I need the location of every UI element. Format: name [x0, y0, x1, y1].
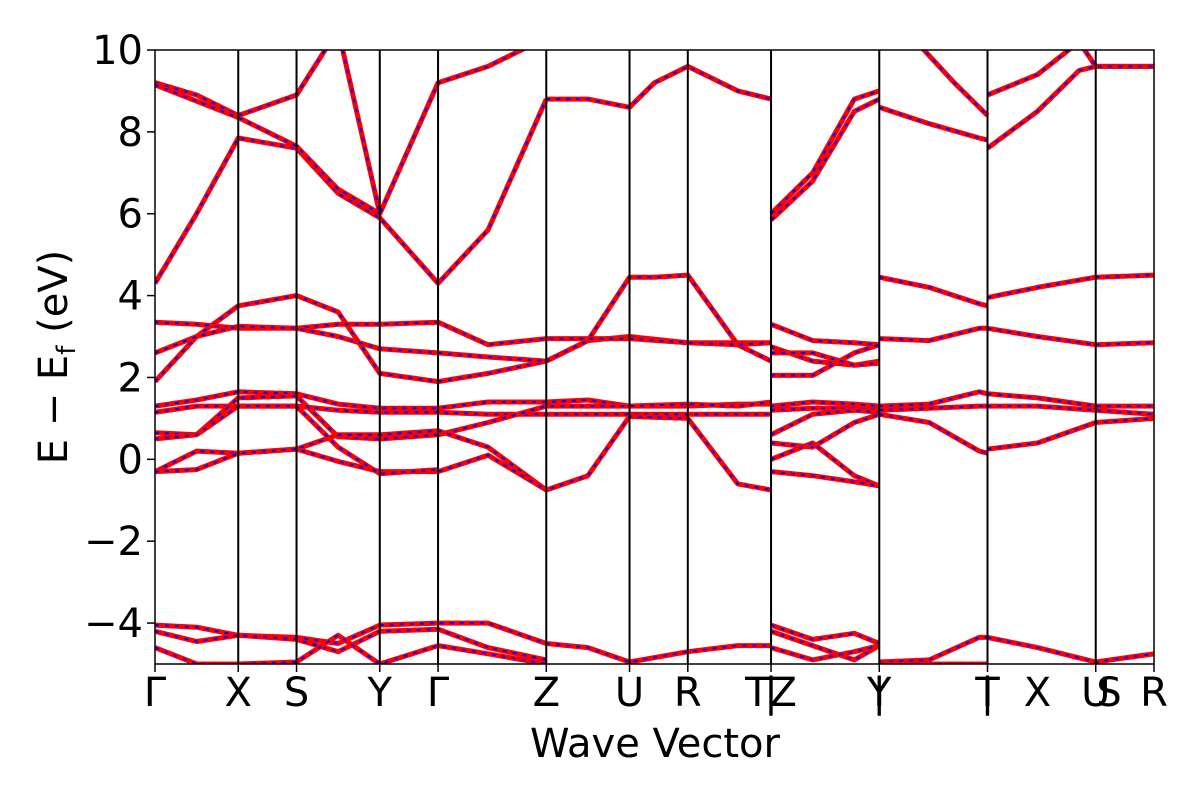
y-axis-label: E − Ef (eV) — [31, 250, 82, 465]
band-overlay-31 — [770, 644, 880, 661]
x-tick-label: Γ — [144, 670, 167, 716]
band-line-1 — [155, 50, 527, 217]
band-overlay-19 — [770, 323, 880, 346]
band-overlay-3 — [546, 65, 772, 109]
band-line-45 — [987, 391, 1154, 409]
y-tick-label: −4 — [84, 601, 143, 647]
y-tick-label: 8 — [118, 110, 143, 156]
y-axis-label-sub: f — [52, 345, 82, 355]
x-tick-label: Y — [866, 670, 892, 716]
band-overlay-7 — [155, 325, 547, 363]
band-line-12 — [155, 446, 548, 493]
band-overlay-21 — [771, 343, 880, 377]
y-tick-label: −2 — [84, 519, 143, 565]
y-axis-ticks: −4 −2 0 2 4 6 8 10 — [84, 28, 155, 647]
band-line-43 — [986, 272, 1154, 301]
band-line-16 — [155, 632, 547, 664]
band-overlay-25 — [770, 409, 880, 436]
band-overlay-18 — [770, 89, 880, 215]
x-tick-label: U — [615, 670, 644, 716]
y-axis-label-main: E − E — [31, 355, 77, 465]
plot-frame — [154, 49, 1155, 665]
band-overlay-37 — [879, 413, 988, 455]
band-line-38 — [879, 634, 988, 664]
bands-layer — [155, 50, 1154, 664]
band-overlay-11 — [155, 415, 772, 492]
band-line-44 — [987, 325, 1154, 348]
band-line-35 — [879, 389, 989, 409]
x-tick-label: U — [1081, 670, 1110, 716]
band-line-34 — [879, 325, 988, 344]
y-axis-label-unit: (eV) — [31, 250, 77, 346]
x-axis-label: Wave Vector — [530, 721, 781, 767]
band-overlay-0 — [155, 98, 548, 285]
band-overlay-22 — [771, 351, 880, 367]
y-tick-label: 4 — [118, 274, 143, 320]
x-tick-label: R — [674, 670, 702, 716]
band-line-0 — [155, 98, 549, 286]
band-line-42 — [986, 63, 1154, 151]
x-tick-label: Z — [533, 670, 560, 716]
band-overlay-30 — [770, 630, 880, 661]
band-line-48 — [986, 634, 1154, 664]
band-line-4 — [545, 272, 773, 364]
band-overlay-26 — [771, 413, 880, 449]
band-overlay-27 — [770, 441, 880, 487]
band-line-5 — [155, 293, 772, 385]
band-overlay-42 — [986, 65, 1154, 150]
y-tick-label: 0 — [118, 437, 143, 483]
x-tick-label: S — [284, 670, 309, 716]
x-tick-label: X — [225, 670, 252, 716]
path-break-marker: | — [764, 670, 777, 716]
band-overlay-48 — [987, 636, 1154, 664]
band-line-32 — [878, 104, 989, 143]
x-tick-label: S — [1096, 670, 1121, 716]
band-line-37 — [878, 411, 989, 456]
band-line-26 — [770, 411, 881, 450]
band-overlay-44 — [987, 327, 1154, 346]
path-break-marker: | — [873, 670, 886, 716]
band-overlay-47 — [987, 417, 1154, 451]
x-tick-label: T — [974, 670, 1000, 716]
band-line-36 — [879, 403, 988, 413]
band-overlay-4 — [545, 274, 772, 362]
band-line-19 — [770, 321, 880, 348]
band-overlay-40 — [922, 50, 989, 117]
band-line-46 — [987, 403, 1154, 417]
path-break-marker: | — [981, 670, 994, 716]
band-overlay-29 — [770, 624, 880, 645]
band-overlay-8 — [155, 390, 772, 410]
band-line-14 — [155, 620, 772, 664]
band-line-25 — [769, 407, 880, 438]
band-overlay-24 — [771, 407, 880, 412]
band-line-33 — [878, 274, 989, 309]
high-symmetry-lines — [237, 50, 1097, 664]
x-tick-label: TZ — [744, 670, 797, 716]
x-tick-label: R — [1140, 670, 1168, 716]
band-overlay-2 — [155, 83, 381, 215]
x-tick-label: Γ — [427, 670, 450, 716]
band-line-15 — [155, 626, 547, 663]
y-tick-label: 10 — [92, 28, 143, 74]
band-overlay-17 — [770, 98, 880, 221]
band-overlay-23 — [771, 400, 880, 408]
band-line-10 — [155, 393, 772, 442]
band-overlay-28 — [771, 470, 880, 487]
x-tick-label: Y — [367, 670, 393, 716]
band-overlay-43 — [987, 274, 1154, 299]
y-tick-label: 6 — [118, 192, 143, 238]
band-overlay-5 — [155, 294, 772, 383]
x-axis-ticks: Γ X S Y Γ Z U R TZ Y T UX S R| | | — [144, 664, 1168, 716]
y-tick-label: 2 — [118, 355, 143, 401]
x-tick-label: X — [1024, 670, 1051, 716]
band-line-3 — [546, 63, 772, 110]
band-line-47 — [987, 415, 1154, 452]
band-overlay-14 — [155, 622, 772, 664]
